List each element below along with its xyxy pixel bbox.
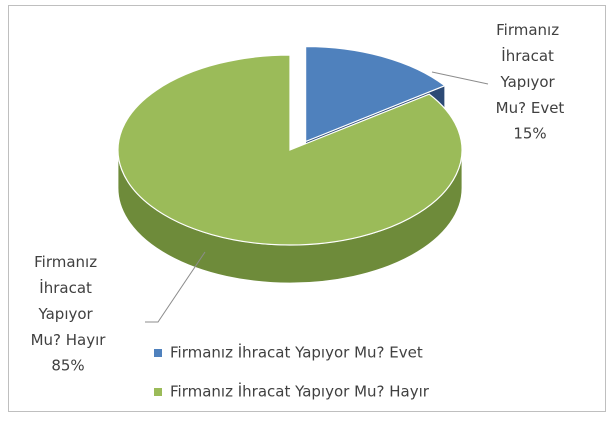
data-label-value: 15%: [513, 125, 546, 143]
pie-slice: [117, 54, 463, 246]
label-line: Yapıyor: [500, 73, 560, 91]
label-line: Firmanız: [34, 253, 102, 271]
legend-label: Firmanız İhracat Yapıyor Mu? Hayır: [170, 382, 430, 401]
legend-label: Firmanız İhracat Yapıyor Mu? Evet: [170, 343, 423, 362]
data-label-name: Firmanız İhracat Yapıyor Mu? Evet: [496, 21, 565, 117]
label-line: İhracat: [39, 278, 96, 297]
legend-swatch: [154, 388, 162, 396]
data-label-name: Firmanız İhracat Yapıyor Mu? Hayır: [31, 253, 107, 349]
data-label-value: 85%: [51, 357, 84, 375]
leader-line: [431, 71, 489, 85]
label-line: Mu? Hayır: [31, 331, 107, 349]
label-line: Yapıyor: [38, 305, 98, 323]
label-line: Firmanız: [496, 21, 564, 39]
label-line: İhracat: [501, 46, 558, 65]
leader-line: [145, 251, 206, 323]
legend-swatch: [154, 349, 162, 357]
label-line: Mu? Evet: [496, 99, 565, 117]
pie-slice: [305, 45, 446, 143]
